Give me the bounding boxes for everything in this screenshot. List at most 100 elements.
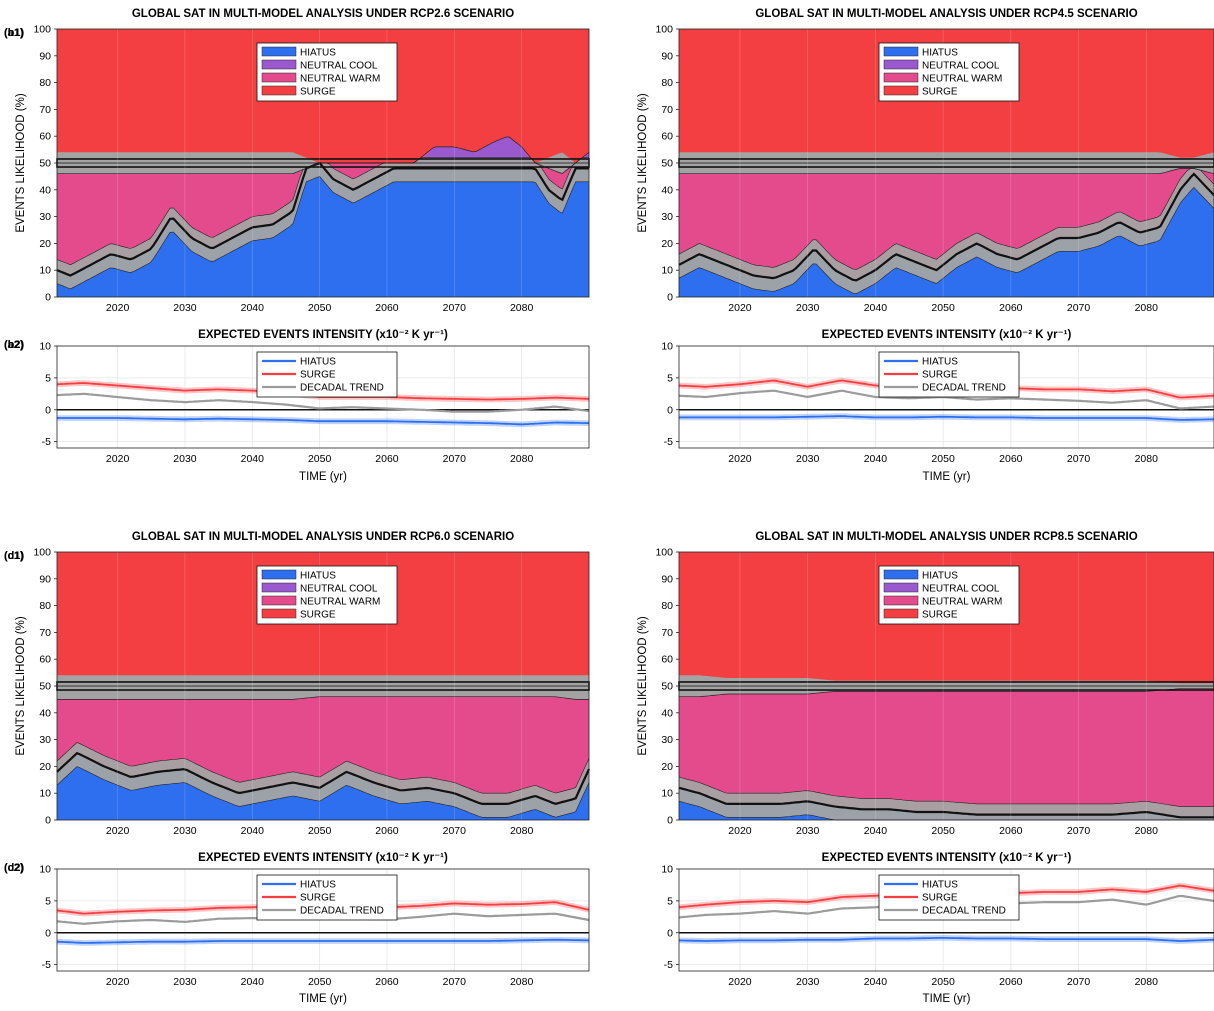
y-tick-label: 5 (45, 895, 51, 907)
x-tick-label: 2050 (931, 976, 955, 988)
x-tick-label: 2030 (173, 825, 197, 837)
y-tick-label: 0 (45, 927, 51, 939)
x-tick-label: 2070 (1067, 453, 1091, 465)
y-tick-label: -5 (664, 436, 673, 448)
x-tick-label: 2020 (728, 453, 752, 465)
y-axis-label: EVENTS LIKELIHOOD (%) (15, 616, 27, 755)
panel-tag: (a2) (4, 339, 24, 351)
warm-boundary-line (679, 688, 1214, 698)
hiatus-area (57, 163, 589, 297)
y-tick-label: 10 (661, 788, 673, 800)
y-tick-label: 100 (655, 24, 673, 36)
y-tick-label: -5 (664, 959, 673, 971)
neutral-warm-area (679, 168, 1214, 281)
likelihood-legend-swatch (261, 59, 297, 70)
y-tick-label: 10 (39, 341, 51, 353)
y-tick-label: 20 (39, 238, 51, 250)
likelihood-legend-swatch (261, 595, 297, 606)
x-tick-label: 2070 (443, 453, 467, 465)
y-tick-label: 70 (661, 104, 673, 116)
intensity-legend-label: DECADAL TREND (300, 906, 384, 917)
likelihood-legend-swatch (883, 85, 919, 96)
x-tick-label: 2040 (241, 825, 265, 837)
panel-b2: EXPECTED EVENTS INTENSITY (x10⁻² K yr⁻¹)… (4, 329, 1214, 483)
y-tick-label: 60 (39, 654, 51, 666)
likelihood-legend-label: HIATUS (922, 48, 958, 59)
x-tick-label: 2070 (1067, 976, 1091, 988)
hiatus-uncertainty-band (679, 777, 1214, 820)
intensity-legend-label: SURGE (300, 893, 336, 904)
likelihood-legend-label: NEUTRAL COOL (922, 61, 1000, 72)
y-tick-label: 50 (661, 158, 673, 170)
y-tick-label: 70 (39, 104, 51, 116)
x-tick-label: 2040 (241, 976, 265, 988)
hiatus-band-edge (56, 766, 590, 818)
axes-frame (56, 345, 590, 449)
y-tick-label: 30 (661, 734, 673, 746)
x-tick-label: 2060 (375, 976, 399, 988)
intensity-legend-label: HIATUS (300, 357, 336, 368)
intensity-legend-label: SURGE (300, 370, 336, 381)
y-tick-label: -5 (42, 436, 51, 448)
x-tick-label: 2030 (173, 302, 197, 314)
y-tick-label: 0 (45, 292, 51, 304)
likelihood-legend-swatch (883, 569, 919, 580)
y-tick-label: 20 (39, 761, 51, 773)
likelihood-legend-label: SURGE (922, 610, 958, 621)
intensity-legend-label: HIATUS (300, 880, 336, 891)
y-tick-label: 30 (39, 734, 51, 746)
likelihood-legend-label: NEUTRAL COOL (300, 584, 378, 595)
y-tick-label: 90 (39, 573, 51, 585)
y-tick-label: 10 (39, 265, 51, 277)
surge-band (679, 377, 1214, 401)
y-tick-label: 40 (39, 707, 51, 719)
x-tick-label: 2060 (999, 825, 1023, 837)
neutral-band (57, 675, 589, 700)
hiatus-area (679, 174, 1214, 297)
intensity-legend-label: HIATUS (922, 357, 958, 368)
y-tick-label: 80 (661, 77, 673, 89)
y-tick-label: 100 (33, 24, 51, 36)
hiatus-band (679, 935, 1214, 944)
x-axis-label: TIME (yr) (923, 471, 971, 483)
decadal-trend-line (56, 392, 590, 413)
intensity-legend-label: HIATUS (922, 880, 958, 891)
axes-frame (56, 868, 590, 972)
y-tick-label: 0 (45, 815, 51, 827)
y-tick-label: 90 (661, 573, 673, 585)
y-tick-label: 10 (39, 864, 51, 876)
panel-a2: EXPECTED EVENTS INTENSITY (x10⁻² K yr⁻¹)… (4, 329, 590, 483)
hiatus-boundary-line (678, 786, 1214, 819)
hiatus-uncertainty-band (679, 168, 1214, 294)
x-tick-label: 2060 (375, 302, 399, 314)
warm-boundary-line (57, 696, 589, 700)
panel-title: EXPECTED EVENTS INTENSITY (x10⁻² K yr⁻¹) (198, 852, 448, 864)
x-tick-label: 2060 (375, 825, 399, 837)
x-tick-label: 2030 (796, 302, 820, 314)
y-tick-label: 30 (39, 211, 51, 223)
likelihood-legend-label: NEUTRAL COOL (300, 61, 378, 72)
x-tick-label: 2050 (308, 825, 332, 837)
x-tick-label: 2070 (443, 976, 467, 988)
x-tick-label: 2020 (728, 825, 752, 837)
y-tick-label: 50 (39, 158, 51, 170)
hiatus-band-edge (678, 186, 1214, 295)
y-tick-label: 40 (39, 184, 51, 196)
y-tick-label: 20 (661, 761, 673, 773)
y-tick-label: 5 (667, 895, 673, 907)
y-tick-label: 0 (45, 404, 51, 416)
x-tick-label: 2080 (510, 302, 534, 314)
y-tick-label: 0 (667, 404, 673, 416)
panel-title: GLOBAL SAT IN MULTI-MODEL ANALYSIS UNDER… (132, 8, 514, 20)
y-tick-label: 50 (661, 681, 673, 693)
x-tick-label: 2050 (308, 302, 332, 314)
x-tick-label: 2070 (1067, 825, 1091, 837)
y-tick-label: 5 (45, 372, 51, 384)
y-tick-label: 40 (661, 184, 673, 196)
x-tick-label: 2050 (931, 825, 955, 837)
y-tick-label: 60 (661, 654, 673, 666)
likelihood-legend-swatch (261, 85, 297, 96)
likelihood-legend-swatch (883, 608, 919, 619)
x-tick-label: 2040 (241, 302, 265, 314)
likelihood-legend-label: SURGE (922, 87, 958, 98)
